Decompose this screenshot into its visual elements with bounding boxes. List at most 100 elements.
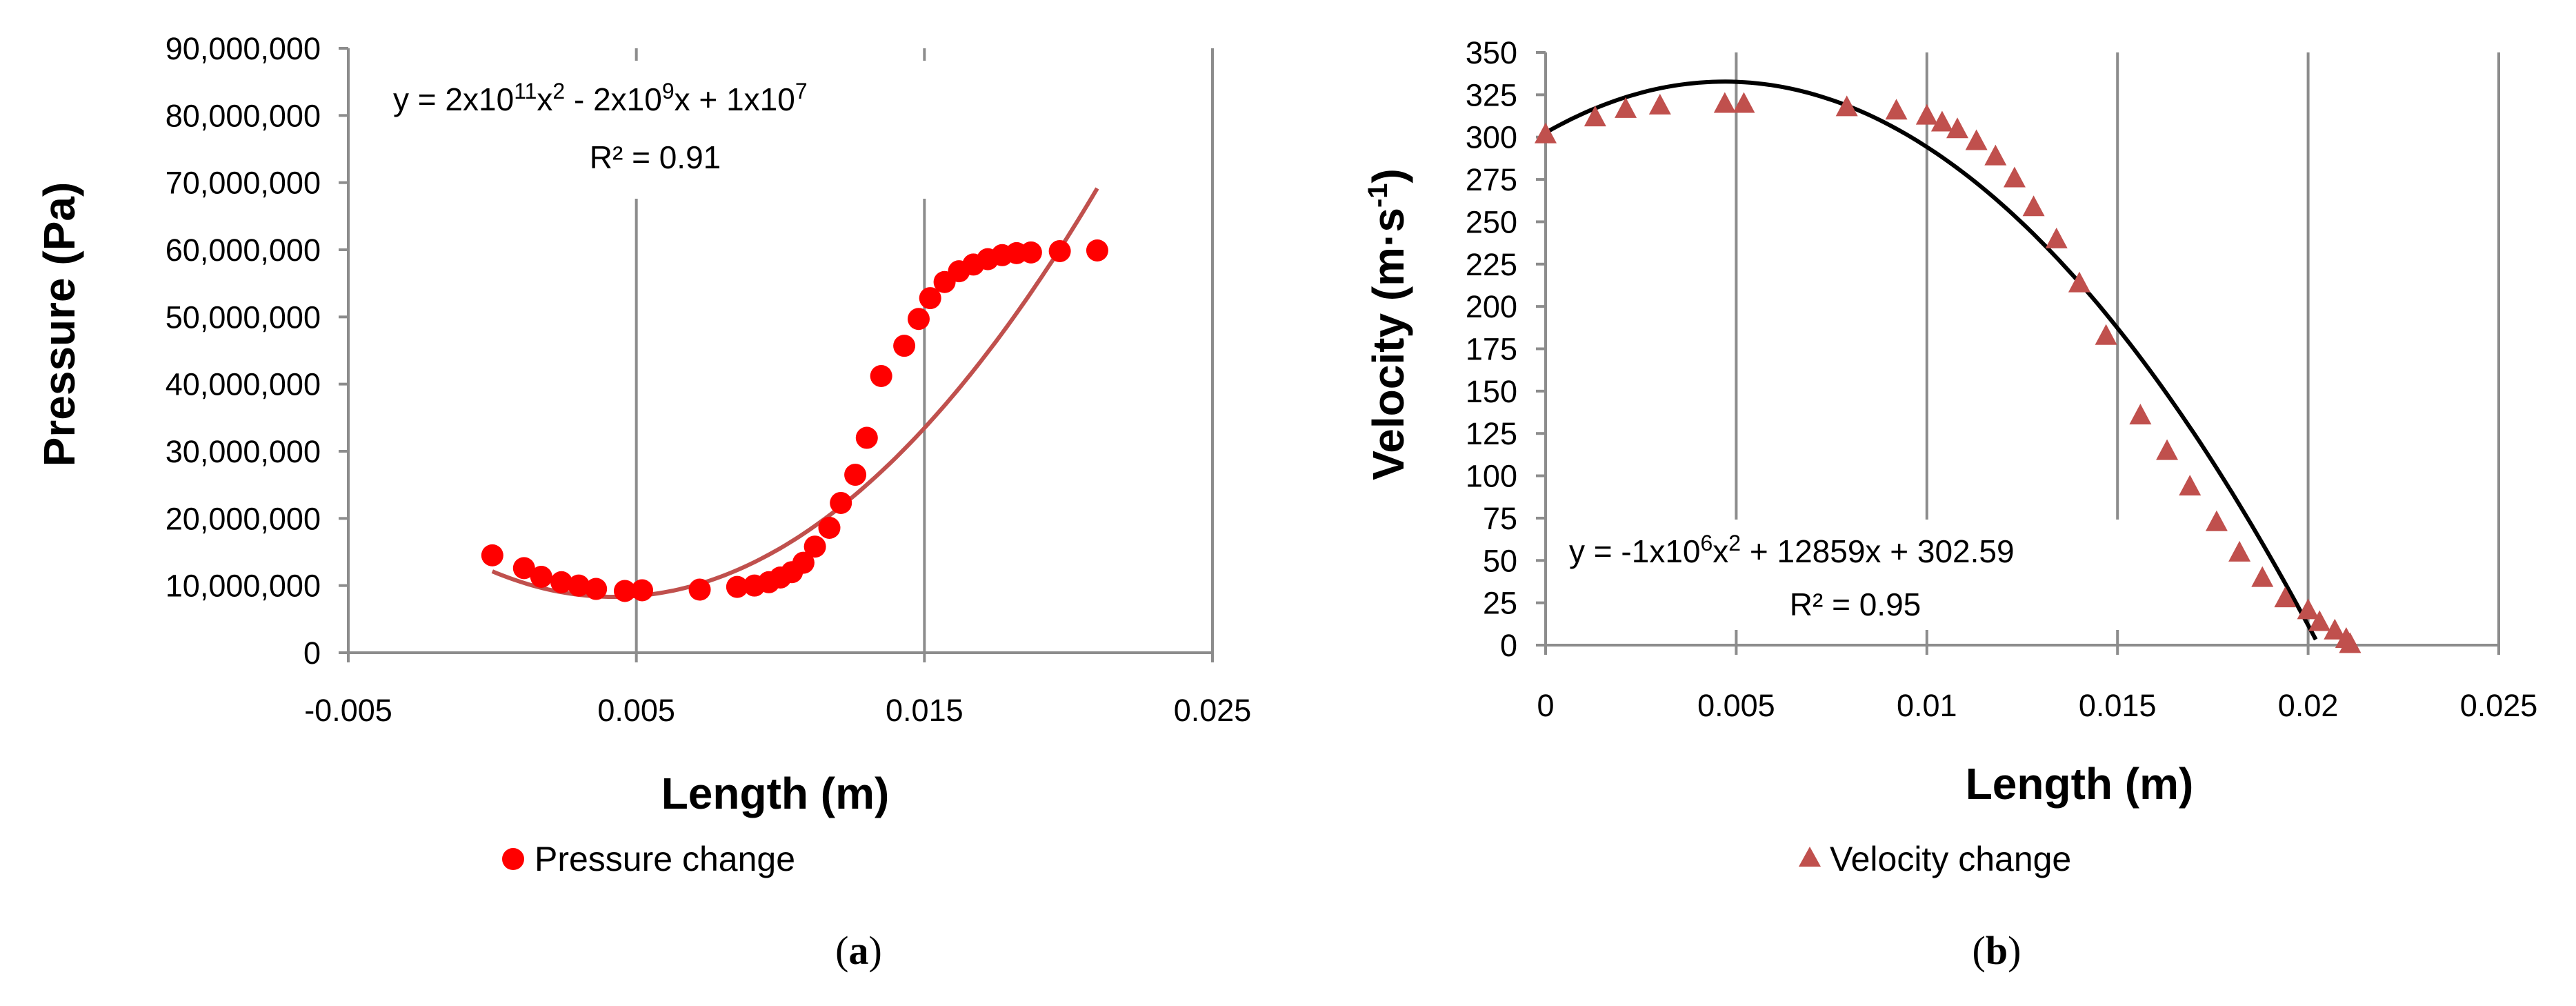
pressure-y-tick-label: 30,000,000 xyxy=(166,434,321,469)
pressure-data-point xyxy=(550,571,573,593)
pressure-x-tick-labels: -0.005 0.005 0.015 0.025 xyxy=(304,693,1251,728)
velocity-y-tick-label: 200 xyxy=(1466,289,1517,324)
pressure-axes xyxy=(339,47,1214,662)
velocity-y-tick-label: 325 xyxy=(1466,77,1517,112)
velocity-equation-box xyxy=(1555,520,2155,630)
pressure-data-point xyxy=(907,308,930,331)
pressure-y-tick-label: 90,000,000 xyxy=(166,31,321,66)
velocity-data-point xyxy=(1946,117,1969,139)
pressure-r-squared: R² = 0.91 xyxy=(590,139,721,175)
pressure-data-point xyxy=(530,566,552,589)
pressure-data-point xyxy=(855,426,878,449)
velocity-chart: 0 25 50 75 100 125 150 175 200 225 250 275 300 325 350… xyxy=(1363,35,2537,973)
velocity-y-tick-label: 350 xyxy=(1466,35,1517,70)
velocity-panel-caption: (b) xyxy=(1973,928,2021,973)
pressure-x-tick-label: 0.005 xyxy=(597,693,675,728)
pressure-legend-marker xyxy=(502,848,524,870)
pressure-legend-label: Pressure change xyxy=(535,840,795,878)
pressure-data-point xyxy=(688,578,711,601)
pressure-data-point xyxy=(1048,239,1071,262)
velocity-data-point xyxy=(2274,586,2297,608)
pressure-data-point xyxy=(568,574,590,597)
velocity-data-points xyxy=(1535,92,2362,653)
velocity-data-point xyxy=(2068,271,2090,293)
pressure-y-tick-label: 50,000,000 xyxy=(166,299,321,335)
velocity-y-tick-label: 25 xyxy=(1483,586,1517,621)
velocity-data-point xyxy=(1535,122,1557,144)
pressure-data-point xyxy=(844,464,867,486)
pressure-y-tick-label: 40,000,000 xyxy=(166,367,321,402)
velocity-data-point xyxy=(2179,475,2201,496)
pressure-data-point xyxy=(726,575,748,598)
velocity-y-tick-label: 150 xyxy=(1466,374,1517,409)
velocity-y-tick-labels: 0 25 50 75 100 125 150 175 200 225 250 275 300 325 350 xyxy=(1466,35,1517,663)
velocity-data-point xyxy=(2022,195,2045,217)
pressure-x-tick-label: 0.015 xyxy=(886,693,963,728)
pressure-x-tick-label: 0.025 xyxy=(1174,693,1252,728)
pressure-data-points xyxy=(481,239,1108,602)
pressure-equation: y = 2x1011x2 - 2x109x + 1x107 xyxy=(393,79,808,117)
velocity-data-point xyxy=(2205,510,2228,531)
pressure-y-axis-title: Pressure (Pa) xyxy=(34,182,84,467)
velocity-data-point xyxy=(2339,632,2362,653)
velocity-legend-marker xyxy=(1799,847,1821,867)
velocity-data-point xyxy=(2129,404,2152,425)
velocity-x-tick-label: 0.01 xyxy=(1897,688,1957,723)
velocity-x-tick-label: 0 xyxy=(1537,688,1554,723)
velocity-data-point xyxy=(2308,610,2331,631)
velocity-data-point xyxy=(2003,166,2026,188)
velocity-x-tick-label: 0.025 xyxy=(2460,688,2538,723)
velocity-y-axis-title: Velocity (m·s-1) xyxy=(1363,168,1413,480)
velocity-data-point xyxy=(1615,97,1637,118)
velocity-data-point xyxy=(2324,618,2346,640)
velocity-x-tick-labels: 0 0.005 0.01 0.015 0.02 0.025 xyxy=(1537,688,2537,723)
pressure-data-point xyxy=(585,578,608,600)
pressure-data-point xyxy=(631,579,654,602)
pressure-x-axis-title: Length (m) xyxy=(661,769,890,818)
velocity-data-point xyxy=(1915,103,1938,125)
velocity-data-point xyxy=(1713,92,1736,113)
velocity-x-tick-label: 0.015 xyxy=(2079,688,2157,723)
velocity-data-point xyxy=(1984,144,2007,166)
velocity-data-point xyxy=(2045,227,2068,248)
pressure-y-tick-label: 80,000,000 xyxy=(166,98,321,133)
velocity-trendline-curve xyxy=(1544,79,2318,641)
velocity-y-tick-label: 125 xyxy=(1466,416,1517,451)
velocity-data-point xyxy=(1835,95,1858,117)
pressure-y-tick-label: 10,000,000 xyxy=(166,569,321,604)
velocity-y-tick-label: 75 xyxy=(1483,501,1517,536)
velocity-y-tick-label: 50 xyxy=(1483,543,1517,578)
pressure-data-point xyxy=(792,551,815,574)
pressure-chart: 0 10,000,000 20,000,000 30,000,000 40,000,00… xyxy=(34,31,1251,973)
velocity-legend-label: Velocity change xyxy=(1830,840,2071,878)
pressure-y-tick-label: 20,000,000 xyxy=(166,501,321,536)
pressure-y-tick-label: 60,000,000 xyxy=(166,233,321,268)
pressure-panel-caption: (a) xyxy=(835,928,882,973)
pressure-equation-box xyxy=(372,61,959,199)
pressure-y-tick-label: 0 xyxy=(303,635,321,671)
pressure-x-tick-label: -0.005 xyxy=(304,693,392,728)
velocity-r-squared: R² = 0.95 xyxy=(1790,586,1921,622)
pressure-data-point xyxy=(818,516,841,539)
pressure-data-point xyxy=(1019,241,1042,264)
pressure-data-point xyxy=(893,335,916,357)
pressure-data-point xyxy=(613,580,636,602)
pressure-data-point xyxy=(803,535,826,558)
velocity-data-point xyxy=(2228,540,2251,562)
velocity-data-point xyxy=(1584,106,1606,127)
velocity-y-tick-label: 100 xyxy=(1466,459,1517,494)
velocity-data-point xyxy=(1733,92,1755,113)
pressure-data-point xyxy=(870,364,892,387)
velocity-y-tick-label: 225 xyxy=(1466,247,1517,282)
velocity-y-tick-label: 275 xyxy=(1466,162,1517,197)
velocity-data-point xyxy=(2156,439,2179,460)
pressure-data-point xyxy=(512,557,535,580)
velocity-y-tick-label: 250 xyxy=(1466,204,1517,239)
velocity-x-tick-label: 0.02 xyxy=(2278,688,2339,723)
velocity-data-point xyxy=(2095,324,2117,345)
velocity-y-tick-label: 0 xyxy=(1500,628,1517,663)
velocity-equation: y = -1x106x2 + 12859x + 302.59 xyxy=(1569,531,2015,569)
velocity-x-tick-label: 0.005 xyxy=(1697,688,1775,723)
velocity-data-point xyxy=(2297,598,2319,620)
